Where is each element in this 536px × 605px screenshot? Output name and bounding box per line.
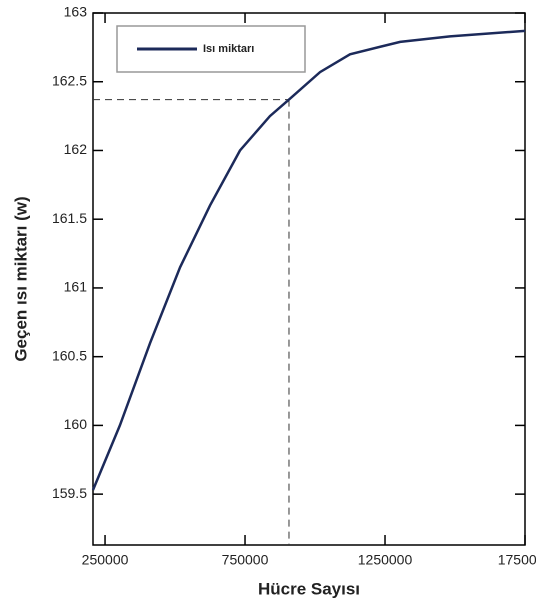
x-axis-title: Hücre Sayısı xyxy=(258,579,360,598)
y-axis-title: Geçen ısı miktarı (w) xyxy=(11,196,30,361)
plot-frame xyxy=(92,12,526,546)
y-tick-label: 162 xyxy=(64,141,88,157)
y-tick-label: 159.5 xyxy=(52,485,87,501)
y-tick-label: 160 xyxy=(64,416,88,432)
x-tick-label: 750000 xyxy=(222,552,269,568)
x-tick-label: 1250000 xyxy=(358,552,413,568)
y-tick-label: 162.5 xyxy=(52,72,87,88)
y-tick-label: 161.5 xyxy=(52,210,87,226)
y-tick-label: 160.5 xyxy=(52,347,87,363)
y-tick-label: 163 xyxy=(64,4,88,20)
legend-label: Isı miktarı xyxy=(203,43,254,55)
x-tick-label: 1750000 xyxy=(498,552,536,568)
y-tick-label: 161 xyxy=(64,279,88,295)
x-tick-label: 250000 xyxy=(82,552,129,568)
data-line xyxy=(91,29,526,491)
